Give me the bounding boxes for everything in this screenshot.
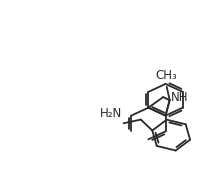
Text: CH₃: CH₃ (156, 69, 178, 82)
Text: NH: NH (171, 91, 189, 104)
Text: H₂N: H₂N (100, 107, 122, 120)
